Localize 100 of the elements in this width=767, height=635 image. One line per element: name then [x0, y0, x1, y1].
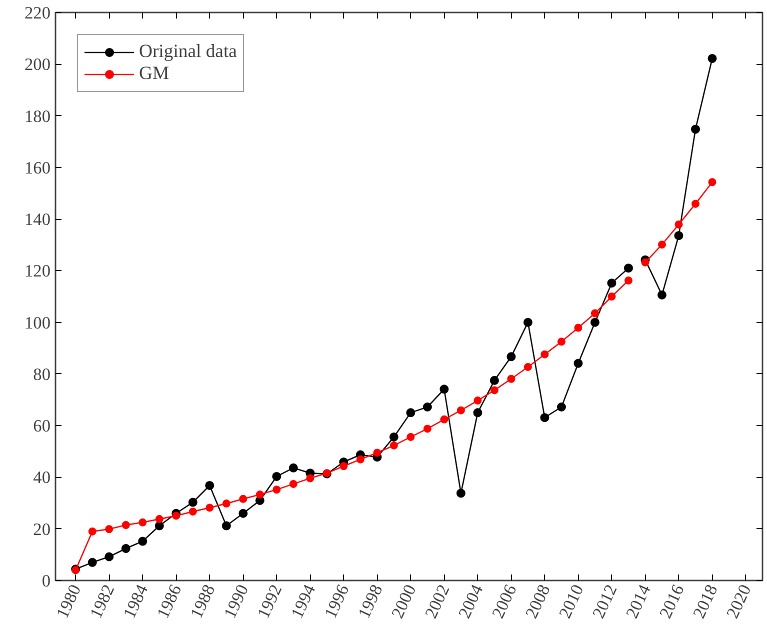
x-tick-label: 1998 [354, 582, 386, 622]
point [674, 231, 684, 240]
point [557, 338, 566, 346]
point [406, 408, 416, 418]
x-tick-label: 2020 [722, 582, 755, 622]
legend-label: Original data [139, 41, 237, 63]
x-tick-label: 1990 [220, 582, 252, 622]
point [288, 463, 298, 472]
point [390, 441, 398, 450]
x-tick-label: 2016 [656, 581, 688, 622]
point [590, 309, 599, 318]
x-tick-label: 1988 [186, 582, 219, 622]
point [624, 276, 632, 284]
point [608, 292, 616, 300]
point [122, 521, 130, 529]
point [356, 455, 364, 464]
point [340, 462, 348, 470]
point [624, 264, 633, 273]
x-tick-label: 2000 [388, 582, 420, 622]
point [256, 490, 264, 499]
x-tick-label: 2002 [421, 582, 454, 622]
point [205, 480, 214, 490]
y-tick-label: 120 [24, 262, 51, 281]
point [708, 178, 716, 186]
point [574, 324, 582, 332]
point [590, 318, 600, 327]
y-tick-label: 220 [24, 4, 51, 22]
y-tick-label: 200 [24, 55, 51, 74]
point [306, 474, 314, 482]
point [188, 508, 197, 516]
x-tick-label: 1994 [287, 581, 320, 622]
point [456, 406, 465, 414]
y-tick-label: 0 [42, 572, 51, 590]
point [373, 448, 382, 457]
point [105, 525, 114, 534]
y-tick-label: 60 [33, 416, 50, 436]
point [389, 432, 398, 442]
point [222, 521, 231, 530]
point [524, 362, 532, 371]
point [490, 376, 499, 385]
point [272, 472, 282, 481]
point [423, 424, 432, 433]
point [154, 521, 164, 530]
point [456, 488, 466, 498]
point [88, 527, 96, 536]
point [674, 220, 683, 228]
point [556, 402, 566, 412]
x-tick-label: 2004 [454, 581, 487, 622]
point [222, 500, 230, 508]
x-tick-label: 2014 [622, 581, 654, 622]
legend-label: GM [139, 63, 170, 85]
point [104, 552, 114, 562]
point [272, 486, 281, 494]
x-tick-label: 1984 [120, 581, 152, 622]
y-tick-label: 100 [24, 313, 51, 332]
point [691, 200, 700, 208]
point [523, 318, 532, 327]
point [607, 278, 616, 288]
y-tick-label: 80 [33, 364, 50, 384]
point [506, 352, 516, 362]
x-tick-label: 1992 [254, 582, 286, 622]
point [440, 415, 448, 424]
x-tick-label: 1980 [52, 582, 85, 622]
y-tick-label: 180 [24, 106, 51, 126]
point [540, 350, 549, 358]
x-tick-label: 2008 [522, 582, 554, 622]
x-tick-label: 1986 [153, 581, 186, 622]
point [490, 386, 498, 394]
x-tick-label: 2012 [588, 582, 621, 622]
point [138, 536, 148, 546]
point [188, 498, 198, 507]
point [172, 512, 180, 520]
y-tick-label: 20 [33, 520, 50, 539]
point [690, 124, 700, 134]
point [658, 240, 666, 249]
point [406, 432, 415, 441]
point [422, 402, 432, 412]
point [708, 54, 717, 63]
x-tick-label: 2006 [488, 581, 520, 622]
point [473, 408, 482, 418]
y-tick-label: 160 [24, 158, 51, 178]
point [657, 290, 666, 300]
point [440, 384, 449, 394]
x-tick-label: 1982 [86, 582, 118, 622]
point [289, 480, 298, 488]
x-tick-label: 1996 [320, 581, 353, 622]
point [474, 396, 482, 405]
point [507, 374, 516, 383]
point [121, 544, 130, 553]
point [540, 413, 550, 422]
x-tick-label: 2010 [555, 582, 588, 622]
point [239, 494, 248, 503]
point [641, 258, 650, 266]
point [138, 518, 147, 526]
x-tick-label: 2018 [689, 582, 722, 622]
point [88, 558, 97, 567]
point [238, 508, 248, 518]
point [155, 515, 164, 524]
point [574, 358, 583, 368]
y-tick-label: 40 [33, 468, 50, 488]
